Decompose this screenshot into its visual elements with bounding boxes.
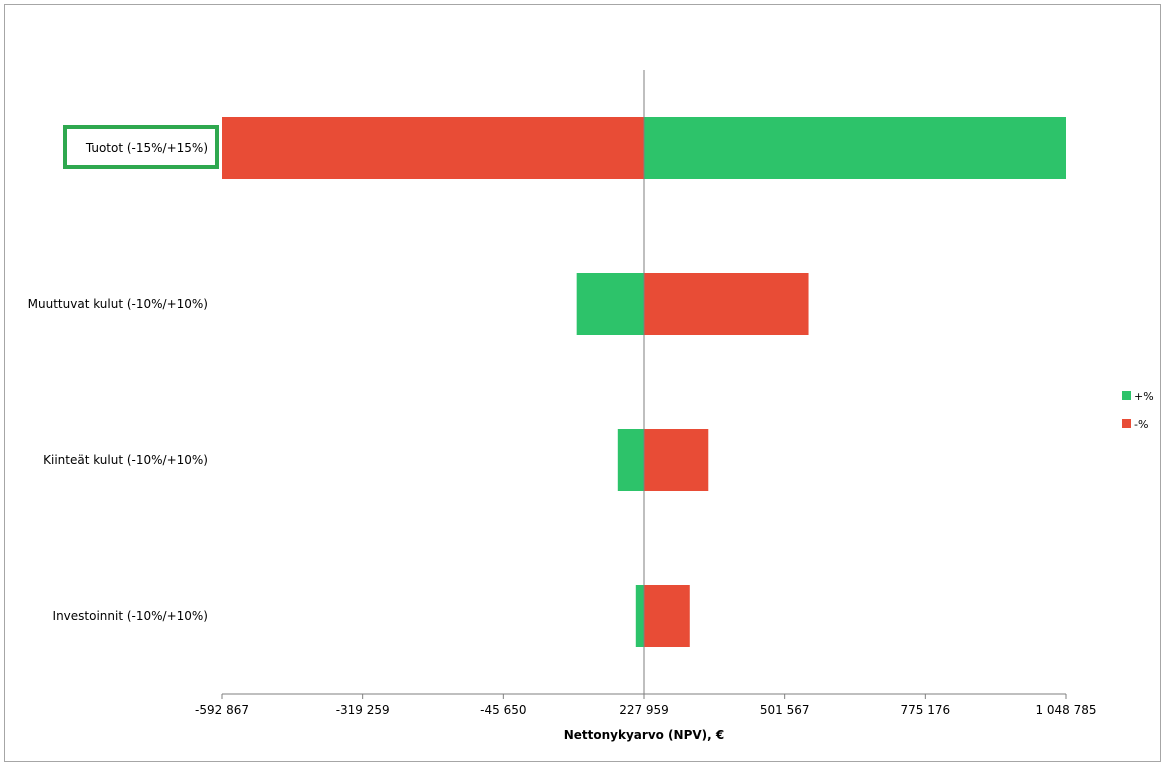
x-tick-label-2: -45 650 [480, 703, 526, 717]
category-label-0: Tuotot (-15%/+15%) [85, 141, 208, 155]
legend-label-plus: +% [1134, 390, 1154, 403]
x-tick-label-5: 775 176 [901, 703, 951, 717]
category-highlight-box [63, 125, 219, 169]
bar-minus-0 [222, 117, 644, 179]
bar-plus-1 [576, 273, 644, 335]
x-tick-label-1: -319 259 [336, 703, 390, 717]
category-label-3: Investoinnit (-10%/+10%) [53, 609, 208, 623]
bar-minus-2 [644, 429, 709, 491]
x-tick-label-3: 227 959 [619, 703, 669, 717]
legend-label-minus: -% [1134, 418, 1148, 431]
legend-swatch-plus [1122, 391, 1131, 400]
category-label-1: Muuttuvat kulut (-10%/+10%) [28, 297, 208, 311]
bar-minus-3 [644, 585, 690, 647]
x-axis-title: Nettonykyarvo (NPV), € [564, 728, 725, 742]
x-tick-label-6: 1 048 785 [1035, 703, 1096, 717]
x-tick-label-0: -592 867 [195, 703, 249, 717]
bar-plus-3 [635, 585, 644, 647]
category-label-2: Kiinteät kulut (-10%/+10%) [43, 453, 208, 467]
legend-swatch-minus [1122, 419, 1131, 428]
bar-plus-2 [617, 429, 644, 491]
bar-minus-1 [644, 273, 809, 335]
x-tick-label-4: 501 567 [760, 703, 810, 717]
bar-plus-0 [644, 117, 1066, 179]
